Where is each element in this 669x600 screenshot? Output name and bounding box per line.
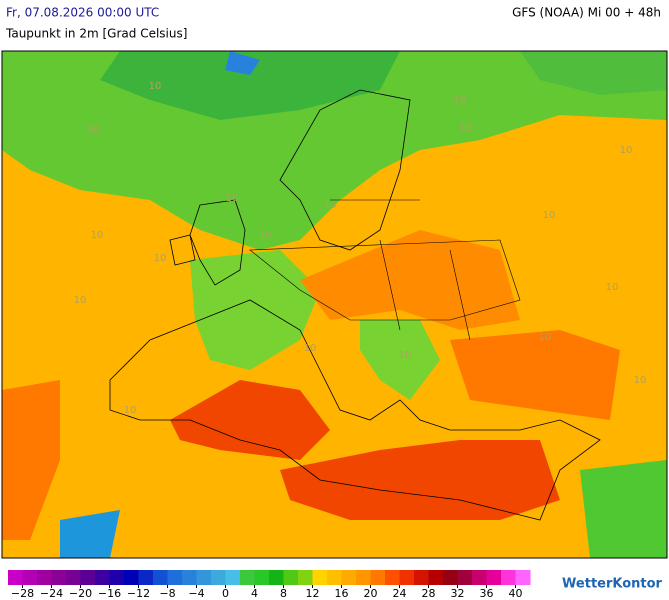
colorbar-tick-label: 0 <box>222 587 229 600</box>
contour-label: 10 <box>87 125 100 136</box>
colorbar-swatch <box>124 570 139 585</box>
contour-label: 10 <box>259 230 272 241</box>
field <box>100 51 400 120</box>
colorbar-tick-label: 12 <box>306 587 320 600</box>
field <box>60 510 120 558</box>
date: Fr, 07.08.2026 00:00 UTC <box>6 6 159 20</box>
colorbar-swatch <box>225 570 241 585</box>
colorbar-tick-label: −4 <box>188 587 204 600</box>
colorbar-swatch <box>327 570 342 585</box>
colorbar-tick-label: 40 <box>509 587 523 600</box>
field <box>360 320 440 400</box>
contour-label: 10 <box>91 230 104 241</box>
colorbar-swatch <box>80 570 96 585</box>
colorbar-swatch <box>298 570 313 585</box>
colorbar-swatch <box>109 570 125 585</box>
contour-label: 10 <box>606 282 619 293</box>
colorbar-swatch <box>167 570 183 585</box>
field <box>170 380 330 460</box>
colorbar-swatch <box>37 570 52 585</box>
colorbar-tick-label: −16 <box>98 587 121 600</box>
contour-label: 10 <box>620 145 633 156</box>
field <box>450 330 620 420</box>
colorbar-swatch <box>443 570 458 585</box>
colorbar: −28 −24 −20 −16 −12 −8 −4 0 4 8 12 16 20 24 28 32 36 40 <box>8 570 531 600</box>
colorbar-swatch <box>51 570 67 585</box>
contour-label: 10 <box>154 253 167 264</box>
colorbar-tick-label: −24 <box>40 587 63 600</box>
colorbar-swatch <box>269 570 284 585</box>
colorbar-swatch <box>501 570 516 585</box>
colorbar-swatch <box>254 570 270 585</box>
contour-label: 10 <box>74 295 87 306</box>
contour-label: 10 <box>634 375 647 386</box>
field <box>580 460 667 558</box>
colorbar-swatch <box>414 570 429 585</box>
colorbar-swatch <box>399 570 415 585</box>
field <box>300 230 520 330</box>
colorbar-tick-label: −12 <box>127 587 150 600</box>
colorbar-tick-label: −28 <box>11 587 34 600</box>
colorbar-tick-label: 28 <box>422 587 436 600</box>
colorbar-swatch <box>341 570 357 585</box>
colorbar-swatch <box>472 570 487 585</box>
contour-label: 10 <box>124 405 137 416</box>
colorbar-swatch <box>240 570 255 585</box>
subtitle: Taupunkt in 2m [Grad Celsius] <box>5 27 187 41</box>
colorbar-swatch <box>515 570 531 585</box>
contour-label: 10 <box>324 200 337 211</box>
colorbar-swatch <box>486 570 502 585</box>
map-frame <box>1 50 668 559</box>
field <box>2 380 60 540</box>
colorbar-swatch <box>370 570 386 585</box>
coastline <box>169 199 246 286</box>
logo: WetterKontor <box>562 577 663 592</box>
colorbar-tick-label: 16 <box>335 587 349 600</box>
colorbar-swatch <box>283 570 299 585</box>
contour-label: 10 <box>539 332 552 343</box>
contour-label: 10 <box>399 350 412 361</box>
map: 10 10 10 10 10 10 10 10 10 10 10 10 10 10 10 10 10 10 <box>1 50 668 559</box>
contour-label: 10 <box>454 95 467 106</box>
colorbar-tick-label: −20 <box>69 587 92 600</box>
colorbar-tick-label: −8 <box>159 587 175 600</box>
colorbar-swatch <box>356 570 371 585</box>
model: GFS (NOAA) Mi 00 + 48h <box>512 6 661 20</box>
colorbar-tick-label: 36 <box>480 587 494 600</box>
contour-label: 10 <box>543 210 556 221</box>
contour-label: 10 <box>149 81 162 92</box>
colorbar-swatch <box>312 570 328 585</box>
coastline <box>109 299 601 521</box>
colorbar-tick-label: 4 <box>251 587 258 600</box>
colorbar-swatch <box>22 570 38 585</box>
contour-label: 10 <box>226 193 239 204</box>
colorbar-swatch <box>138 570 154 585</box>
colorbar-swatch <box>457 570 473 585</box>
colorbar-swatch <box>428 570 444 585</box>
colorbar-swatch <box>8 570 23 585</box>
field <box>280 440 560 520</box>
colorbar-tick-label: 20 <box>364 587 378 600</box>
field <box>520 51 667 95</box>
colorbar-swatch <box>153 570 168 585</box>
colorbar-swatch <box>385 570 400 585</box>
colorbar-tick-label: 32 <box>451 587 465 600</box>
colorbar-tick-label: 8 <box>280 587 287 600</box>
border <box>249 199 521 341</box>
colorbar-swatch <box>196 570 212 585</box>
colorbar-swatch <box>66 570 81 585</box>
colorbar-tick-label: 24 <box>393 587 407 600</box>
contour-label: 10 <box>304 343 317 354</box>
colorbar-swatch <box>95 570 110 585</box>
colorbar-swatch <box>182 570 197 585</box>
colorbar-swatch <box>211 570 226 585</box>
field <box>225 51 260 75</box>
contour-label: 10 <box>460 123 473 134</box>
